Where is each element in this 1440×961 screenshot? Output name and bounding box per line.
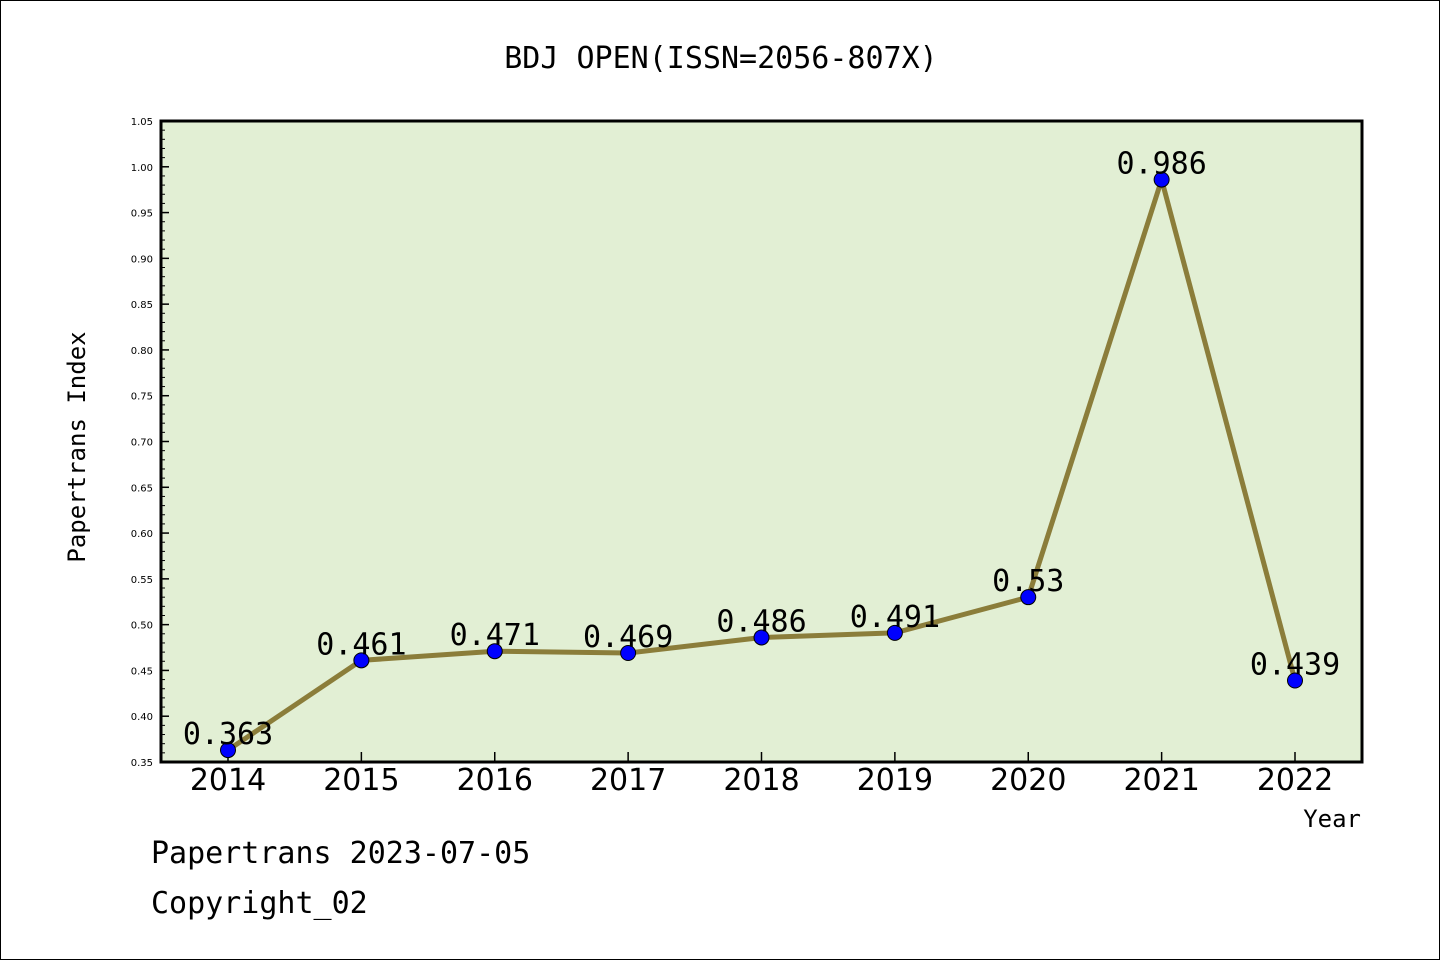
y-tick-label-3: 0.50: [131, 621, 153, 632]
data-label-2018: 0.486: [716, 604, 806, 639]
x-tick-label-2020: 2020: [990, 763, 1066, 798]
y-tick-label-5: 0.60: [131, 529, 153, 540]
y-tick-label-0: 0.35: [131, 758, 153, 769]
data-labels: 0.363 0.461 0.471 0.469 0.486 0.491 0.53 0.986 0…: [183, 147, 1340, 752]
x-tick-label-2017: 2017: [590, 763, 666, 798]
data-label-2017: 0.469: [583, 620, 673, 655]
y-tick-label-11: 0.90: [131, 254, 153, 265]
x-tick-label-2021: 2021: [1123, 763, 1199, 798]
data-point-2021: [1153, 171, 1170, 188]
data-label-2014: 0.363: [183, 717, 273, 752]
y-tick-label-2: 0.45: [131, 666, 153, 677]
y-tick-label-4: 0.55: [131, 575, 153, 586]
plot-area: [159, 119, 1364, 764]
data-label-2021: 0.986: [1116, 147, 1206, 182]
data-label-2015: 0.461: [316, 627, 406, 662]
data-label-2020: 0.53: [992, 564, 1064, 599]
data-point-2015: [353, 652, 370, 669]
x-tick-label-2016: 2016: [457, 763, 533, 798]
data-point-2022: [1287, 672, 1303, 689]
y-tick-label-1: 0.40: [131, 712, 153, 723]
y-tick-label-7: 0.70: [131, 438, 153, 449]
y-tick-label-10: 0.85: [131, 300, 153, 311]
data-label-2019: 0.491: [850, 600, 940, 635]
y-axis-label: Papertrans Index: [63, 331, 91, 562]
x-axis-ticks: 2014 2015 2016 2017 2018 2019 2020 2021 2022: [190, 752, 1333, 798]
x-tick-label-2015: 2015: [323, 763, 399, 798]
footer-copyright: Copyright_02: [151, 886, 368, 921]
data-points: [220, 171, 1303, 759]
y-tick-label-13: 1.00: [131, 163, 153, 174]
x-axis-label: Year: [1303, 805, 1361, 833]
data-point-2018: [753, 629, 770, 646]
y-axis-ticks: 0.35 0.40 0.45 0.50 0.55 0.60 0.65 0.70 0.75 0.80…: [131, 117, 169, 769]
data-point-2019: [886, 624, 903, 641]
footer-date: Papertrans 2023-07-05: [151, 836, 531, 871]
x-tick-label-2018: 2018: [723, 763, 799, 798]
y-tick-label-9: 0.80: [131, 346, 153, 357]
y-tick-label-8: 0.75: [131, 392, 153, 403]
data-point-2014: [220, 742, 236, 759]
y-tick-label-6: 0.65: [131, 483, 153, 494]
data-point-2016: [486, 643, 503, 660]
y-tick-label-12: 0.95: [131, 209, 153, 220]
data-label-2016: 0.471: [450, 618, 540, 653]
data-point-2020: [1020, 589, 1037, 606]
data-point-2017: [620, 645, 637, 662]
chart-title: BDJ OPEN(ISSN=2056-807X): [504, 41, 937, 76]
x-tick-label-2022: 2022: [1257, 763, 1333, 798]
x-tick-label-2014: 2014: [190, 763, 266, 798]
x-tick-label-2019: 2019: [857, 763, 933, 798]
y-tick-label-14: 1.05: [131, 117, 153, 128]
data-label-2022: 0.439: [1250, 648, 1340, 683]
